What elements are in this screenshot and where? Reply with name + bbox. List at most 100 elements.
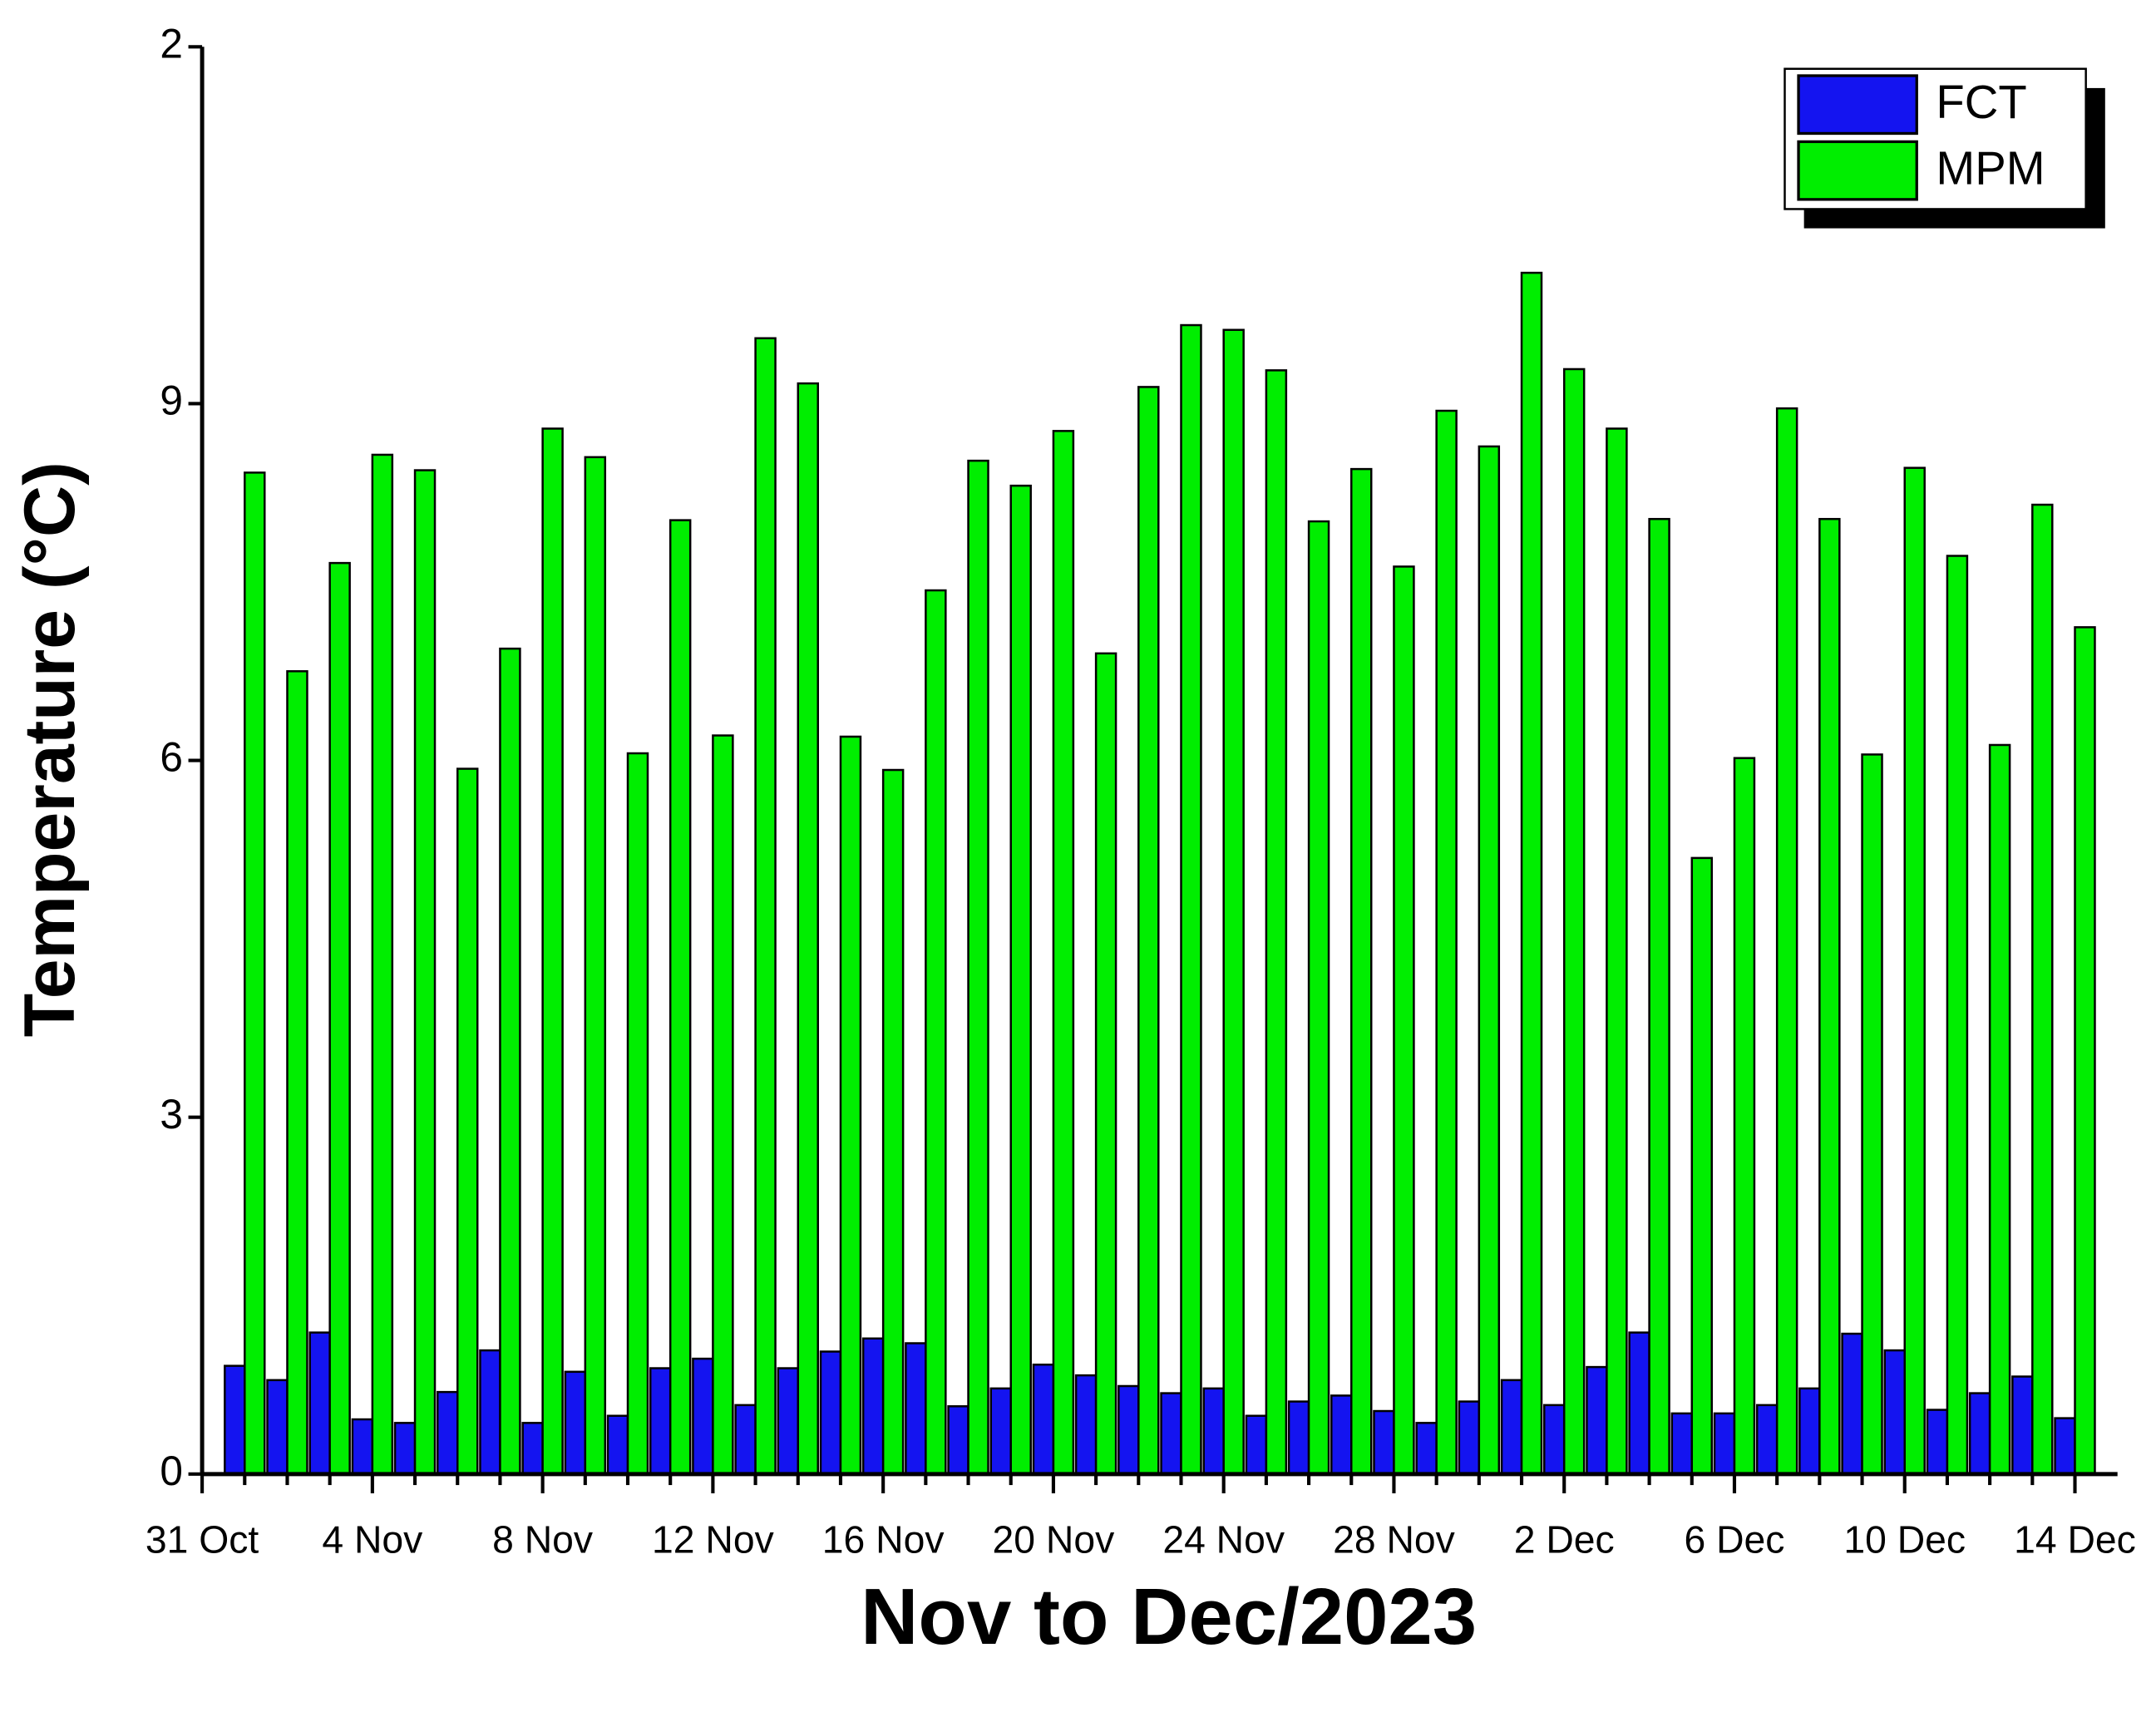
y-tick-label: 3 [160,1091,183,1137]
x-tick-label: 28 Nov [1333,1518,1455,1562]
bar [1520,271,1543,1476]
bar [947,1405,969,1476]
bar [1798,1387,1821,1476]
bar [479,1349,501,1476]
bar [1052,430,1075,1476]
legend-label: MPM [1936,142,2045,195]
bar [1009,484,1032,1476]
bar [712,734,734,1476]
legend-swatch [1797,140,1918,201]
bar [521,1422,544,1476]
bar [371,453,394,1476]
bar [541,427,564,1476]
y-tick-label: 0 [160,1448,183,1494]
bar [819,1350,842,1476]
bar [1032,1363,1055,1476]
bar [777,1367,800,1476]
bar [1265,369,1288,1476]
bar [564,1370,587,1476]
x-tick-label: 8 Nov [492,1518,593,1562]
bar [1542,1404,1566,1476]
bar [1733,757,1756,1476]
bar [584,456,607,1476]
bar [1074,1374,1098,1476]
bar [393,1422,417,1476]
bar [286,670,308,1476]
bar [1818,517,1841,1476]
x-axis-label: Nov to Dec/2023 [861,1572,1477,1661]
bar [1586,1365,1608,1476]
y-axis-label: Temperature (°C) [10,461,90,1037]
legend-label: FCT [1936,76,2026,128]
bar [1117,1384,1140,1476]
y-tick-label: 2 [160,20,183,67]
bar [1628,1331,1650,1476]
bar [1500,1379,1523,1476]
bar [669,519,692,1476]
bar [1435,409,1458,1476]
bar [1350,467,1373,1476]
x-tick-label: 4 Nov [322,1518,422,1562]
bar [1393,565,1415,1476]
bar [1670,1412,1694,1476]
bar [1968,1392,1991,1476]
bar [1562,368,1586,1476]
y-tick-label: 9 [160,377,183,424]
bar [413,469,437,1476]
x-tick-label: 12 Nov [652,1518,774,1562]
bar [456,767,479,1476]
bar [1946,555,1969,1476]
bar [308,1331,331,1476]
x-tick-label: 2 Dec [1514,1518,1615,1562]
bar [1222,328,1245,1476]
x-tick-label: 10 Dec [1843,1518,1966,1562]
bar [1841,1332,1863,1476]
bar [692,1357,714,1476]
bar [881,768,905,1476]
bar [905,1342,927,1476]
bar [1861,753,1883,1476]
x-tick-label: 6 Dec [1684,1518,1784,1562]
bar [626,752,649,1476]
bar [2031,503,2054,1476]
bar [1690,856,1714,1476]
bar [1648,517,1670,1476]
bar [1160,1392,1182,1476]
bar [1458,1400,1481,1476]
y-tick-label: 6 [160,734,183,781]
bar [1903,466,1926,1476]
bar [2011,1375,2034,1476]
bar [925,589,947,1476]
bar [1478,445,1501,1476]
bar [1775,407,1798,1476]
bar [754,337,777,1476]
bar [797,382,819,1476]
bar [1245,1414,1268,1476]
bar [1713,1412,1736,1476]
bar [1137,386,1160,1476]
bar [224,1364,246,1476]
bar [351,1418,374,1476]
bar [266,1379,289,1476]
x-tick-label: 20 Nov [993,1518,1115,1562]
x-tick-label: 16 Nov [822,1518,945,1562]
bar [734,1404,757,1476]
x-tick-label: 14 Dec [2014,1518,2136,1562]
x-tick-label: 31 Oct [146,1518,259,1562]
bar [1307,520,1330,1476]
bar [989,1387,1012,1476]
bar [606,1414,629,1476]
bar [1883,1349,1906,1476]
bar [1094,652,1117,1476]
bar [861,1337,885,1476]
bar [839,735,862,1476]
bar [1330,1394,1353,1476]
bar [1202,1387,1225,1476]
bar [2074,626,2096,1476]
bar [499,647,521,1476]
bar [1755,1404,1779,1476]
bar [1415,1422,1438,1476]
bar [1926,1409,1949,1476]
bar [1988,743,2011,1476]
